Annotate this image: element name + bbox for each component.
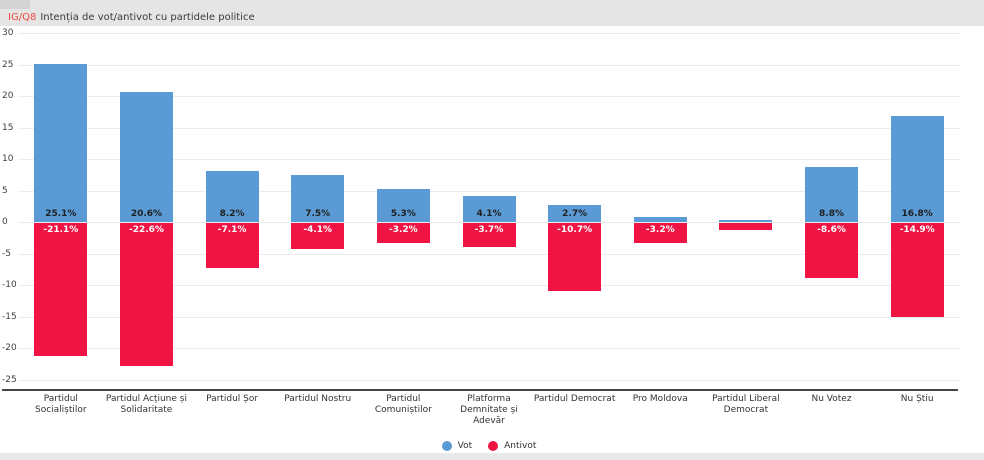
vot-bar[interactable] <box>205 170 259 223</box>
gridline <box>18 127 960 129</box>
vot-bar[interactable] <box>548 205 602 223</box>
antivot-bar[interactable] <box>890 223 944 318</box>
vot-bar[interactable] <box>890 116 944 223</box>
chart-legend: Vot Antivot <box>18 438 960 454</box>
antivot-value-label: -14.9% <box>899 225 935 236</box>
y-axis-tick-label: -10 <box>2 280 17 291</box>
gridline <box>18 253 960 255</box>
y-axis-tick-label: 15 <box>2 122 14 133</box>
x-axis-category-label: Partidul Nostru <box>284 394 352 404</box>
antivot-value-label: -21.1% <box>43 225 79 236</box>
x-axis-category-label: Partidul Democrat <box>533 394 616 404</box>
y-axis-tick-label: 20 <box>2 91 14 102</box>
x-axis-category-label: Partidul Comuniștilor <box>374 394 432 415</box>
gridline <box>18 190 960 192</box>
gridline <box>18 380 960 381</box>
chart-title-text: Intenția de vot/antivot cu partidele pol… <box>40 12 255 23</box>
antivot-bar[interactable] <box>462 223 516 247</box>
antivot-bar[interactable] <box>376 223 430 244</box>
x-axis-category-label: Partidul Șor <box>206 394 259 404</box>
x-axis-category-label: Partidul Liberal Democrat <box>712 394 780 415</box>
vot-value-label: 5.3% <box>390 209 416 220</box>
legend-label-antivot: Antivot <box>504 441 537 451</box>
gridline <box>18 64 960 66</box>
chart-title: IG/Q8 Intenția de vot/antivot cu partidel… <box>8 12 255 23</box>
vot-value-label: 20.6% <box>130 209 163 220</box>
antivot-value-label: -7.1% <box>217 225 247 236</box>
legend-label-vot: Vot <box>457 441 473 451</box>
antivot-bar[interactable] <box>805 223 859 278</box>
antivot-value-label: -8.6% <box>817 225 846 236</box>
antivot-bar[interactable] <box>291 223 345 250</box>
gridline <box>18 159 960 161</box>
antivot-value-label: -3.2% <box>645 225 675 236</box>
x-axis-category-label: Partidul Acțiune și Solidaritate <box>105 394 187 415</box>
antivot-bar[interactable] <box>719 223 773 230</box>
vot-bar[interactable] <box>805 166 859 223</box>
vot-value-label: 2.7% <box>562 209 588 220</box>
x-axis-category-label: Nu Știu <box>900 394 934 404</box>
antivot-value-label: -22.6% <box>128 225 164 236</box>
x-axis-category-label: Platforma Demnitate și Adevăr <box>460 394 518 426</box>
y-axis-tick-label: -15 <box>2 311 17 322</box>
vot-value-label: 7.5% <box>305 209 331 220</box>
antivot-value-label: -3.2% <box>389 225 418 236</box>
antivot-value-label: -4.1% <box>303 225 333 236</box>
vot-bar[interactable] <box>376 188 430 223</box>
antivot-bar[interactable] <box>633 223 687 244</box>
y-axis-tick-label: 5 <box>2 185 8 196</box>
vot-bar[interactable] <box>119 92 173 223</box>
antivot-value-label: -10.7% <box>557 225 593 236</box>
vot-bar[interactable] <box>633 217 687 223</box>
vot-bar[interactable] <box>34 63 88 223</box>
gridline <box>18 348 960 350</box>
antivot-bar[interactable] <box>34 223 88 357</box>
legend-item-antivot[interactable]: Antivot <box>488 441 536 451</box>
vot-value-label: 8.2% <box>219 209 245 220</box>
vot-bar[interactable] <box>291 174 345 223</box>
question-tag: IG/Q8 <box>8 12 37 23</box>
antivot-value-label: -3.7% <box>474 225 504 236</box>
gridline <box>18 96 960 98</box>
legend-item-vot[interactable]: Vot <box>441 441 473 451</box>
header-corner-decoration <box>0 0 30 9</box>
x-axis-line <box>2 389 958 391</box>
gridline <box>18 33 960 34</box>
vot-bar[interactable] <box>719 219 773 223</box>
antivot-bar[interactable] <box>205 223 259 269</box>
vot-bar[interactable] <box>462 196 516 223</box>
x-axis-category-label: Pro Moldova <box>632 394 688 404</box>
vot-value-label: 4.1% <box>476 209 502 220</box>
vot-value-label: 8.8% <box>819 209 845 220</box>
vot-value-label: 16.8% <box>901 209 933 220</box>
gridline <box>18 222 960 224</box>
x-axis-category-label: Nu Votez <box>811 394 852 404</box>
y-axis-tick-label: -5 <box>2 248 11 259</box>
antivot-bar[interactable] <box>548 223 602 291</box>
gridline <box>18 285 960 287</box>
gridline <box>18 316 960 318</box>
header-strip: IG/Q8 Intenția de vot/antivot cu partidel… <box>0 0 984 26</box>
y-axis-tick-label: 30 <box>2 28 14 38</box>
vot-value-label: 25.1% <box>45 209 77 220</box>
y-axis-tick-label: -20 <box>2 343 17 354</box>
y-axis-tick-label: 0 <box>2 217 8 228</box>
y-axis-tick-label: 10 <box>2 154 14 165</box>
y-axis-tick-label: -25 <box>2 375 17 385</box>
legend-marker-antivot-icon <box>488 441 499 451</box>
x-axis-category-label: Partidul Socialiștilor <box>35 394 87 415</box>
antivot-bar[interactable] <box>119 223 173 366</box>
legend-marker-vot-icon <box>441 441 452 451</box>
bottom-strip <box>0 453 984 460</box>
y-axis-tick-label: 25 <box>2 59 14 70</box>
